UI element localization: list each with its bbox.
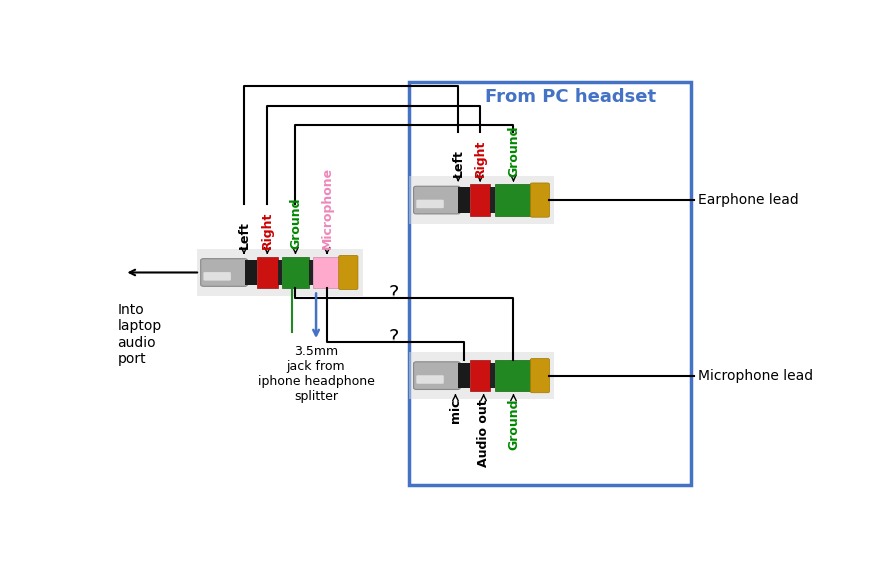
- Bar: [409, 352, 555, 400]
- FancyBboxPatch shape: [416, 200, 444, 208]
- Bar: [197, 249, 362, 296]
- Text: Right: Right: [474, 140, 486, 177]
- Text: Into
laptop
audio
port: Into laptop audio port: [118, 303, 162, 366]
- FancyBboxPatch shape: [531, 183, 549, 217]
- FancyBboxPatch shape: [201, 259, 247, 286]
- Text: Left: Left: [237, 221, 251, 249]
- FancyBboxPatch shape: [414, 186, 460, 214]
- FancyBboxPatch shape: [531, 359, 549, 393]
- Bar: [470, 184, 491, 216]
- Bar: [282, 256, 309, 288]
- Text: Microphone lead: Microphone lead: [698, 369, 813, 382]
- Bar: [245, 260, 257, 285]
- FancyBboxPatch shape: [416, 375, 444, 384]
- Bar: [470, 360, 491, 392]
- Bar: [491, 363, 494, 388]
- Text: 3.5mm
jack from
iphone headphone
splitter: 3.5mm jack from iphone headphone splitte…: [258, 345, 375, 404]
- Text: Right: Right: [260, 212, 274, 249]
- Text: Ground: Ground: [507, 125, 520, 177]
- Bar: [457, 363, 470, 388]
- Text: mic: mic: [449, 399, 462, 424]
- Text: Earphone lead: Earphone lead: [698, 193, 798, 207]
- FancyBboxPatch shape: [338, 255, 358, 290]
- Bar: [491, 188, 494, 213]
- Bar: [277, 260, 282, 285]
- Text: From PC headset: From PC headset: [486, 88, 657, 106]
- Bar: [494, 184, 532, 216]
- Text: Audio out: Audio out: [477, 399, 490, 466]
- Text: Ground: Ground: [507, 399, 520, 450]
- Bar: [409, 176, 555, 224]
- Text: Ground: Ground: [289, 198, 302, 249]
- Bar: [257, 256, 277, 288]
- Bar: [457, 188, 470, 213]
- Text: ?: ?: [389, 284, 400, 303]
- Bar: [314, 256, 341, 288]
- FancyBboxPatch shape: [414, 362, 460, 389]
- Text: ?: ?: [389, 328, 400, 347]
- Text: Microphone: Microphone: [321, 167, 333, 249]
- Bar: [309, 260, 314, 285]
- Text: Left: Left: [452, 149, 464, 177]
- FancyBboxPatch shape: [204, 272, 231, 280]
- Bar: [494, 360, 532, 392]
